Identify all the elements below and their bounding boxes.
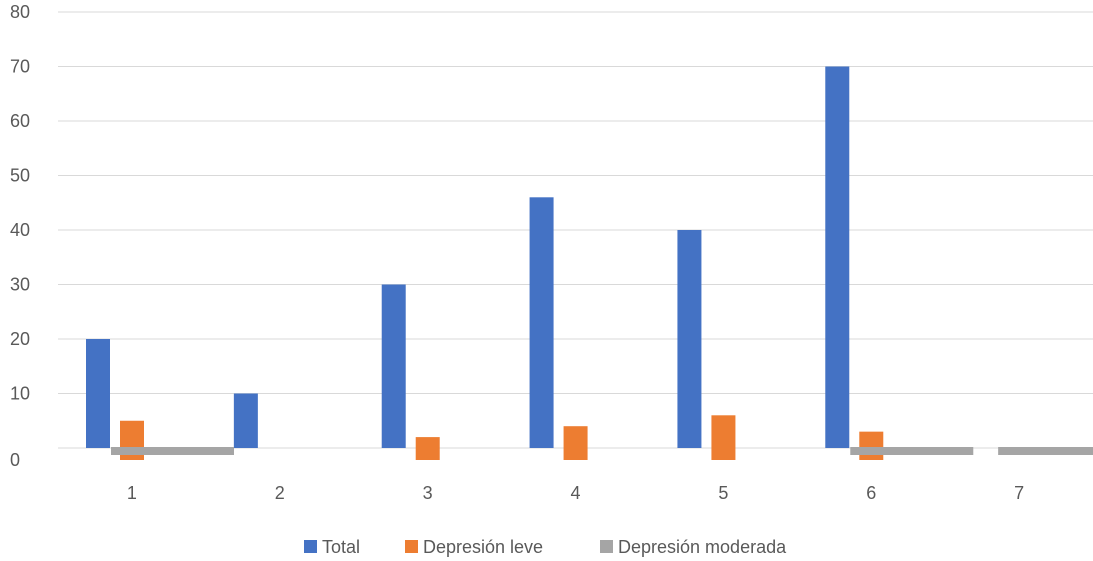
bar-depresi-n-moderada-6 bbox=[850, 447, 974, 455]
y-tick-label: 60 bbox=[10, 111, 30, 131]
bar-total-5 bbox=[677, 230, 702, 448]
legend-swatch bbox=[600, 540, 613, 553]
gridlines bbox=[58, 11, 1093, 449]
x-axis-ticks: 1 2 3 4 5 6 7 bbox=[127, 483, 1024, 503]
y-tick-label: 0 bbox=[10, 450, 20, 470]
bar-total-1 bbox=[86, 339, 110, 448]
y-tick-label: 80 bbox=[10, 2, 30, 22]
y-tick-label: 50 bbox=[10, 166, 30, 186]
y-tick-label: 70 bbox=[10, 57, 30, 77]
legend-swatch bbox=[405, 540, 418, 553]
y-tick-label: 10 bbox=[10, 384, 30, 404]
bar-total-2 bbox=[233, 393, 258, 448]
bar-depresi-n-leve-6 bbox=[859, 431, 884, 460]
x-tick-label: 1 bbox=[127, 483, 137, 503]
legend-label: Depresión moderada bbox=[618, 537, 787, 557]
bar-total-4 bbox=[529, 197, 554, 448]
bar-total-6 bbox=[825, 66, 850, 448]
legend-label: Total bbox=[322, 537, 360, 557]
y-tick-label: 30 bbox=[10, 275, 30, 295]
x-tick-label: 5 bbox=[718, 483, 728, 503]
bars bbox=[86, 66, 1093, 460]
x-tick-label: 2 bbox=[275, 483, 285, 503]
bar-depresi-n-leve-4 bbox=[563, 426, 588, 460]
legend-label: Depresión leve bbox=[423, 537, 543, 557]
bar-depresi-n-moderada-1 bbox=[111, 447, 234, 455]
x-tick-label: 7 bbox=[1014, 483, 1024, 503]
x-tick-label: 6 bbox=[866, 483, 876, 503]
y-tick-label: 20 bbox=[10, 329, 30, 349]
x-tick-label: 3 bbox=[423, 483, 433, 503]
y-tick-label: 40 bbox=[10, 220, 30, 240]
y-axis-ticks: 0 10 20 30 40 50 60 70 80 bbox=[10, 2, 30, 470]
bar-total-3 bbox=[381, 284, 406, 448]
legend: Total Depresión leve Depresión moderada bbox=[304, 537, 787, 557]
legend-swatch bbox=[304, 540, 317, 553]
bar-depresi-n-leve-3 bbox=[415, 437, 440, 460]
bar-depresi-n-moderada-7 bbox=[998, 447, 1093, 455]
bar-depresi-n-leve-5 bbox=[711, 415, 736, 460]
x-tick-label: 4 bbox=[570, 483, 580, 503]
